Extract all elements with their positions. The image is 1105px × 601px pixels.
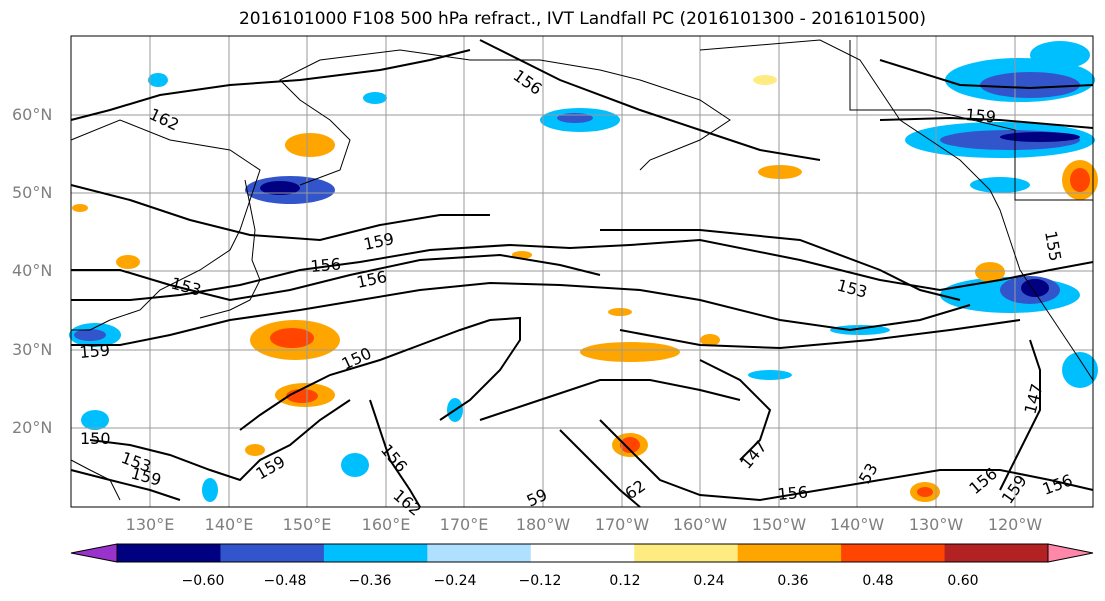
lon-label: 170°E bbox=[439, 515, 489, 534]
map-border bbox=[70, 35, 1094, 508]
contour-label: 62 bbox=[621, 476, 649, 503]
lon-label: 120°W bbox=[987, 515, 1043, 534]
shade-blob bbox=[700, 334, 720, 346]
lat-label: 50°N bbox=[12, 183, 53, 202]
lon-label: 180°W bbox=[515, 515, 571, 534]
contour-label: 156 bbox=[510, 66, 546, 99]
colorbar bbox=[70, 543, 1094, 563]
contour-label: 153 bbox=[169, 274, 203, 300]
colorbar-border bbox=[116, 543, 1049, 563]
shade-blob bbox=[341, 453, 369, 477]
colorbar-segment bbox=[220, 544, 325, 562]
colorbar-tick: −0.24 bbox=[433, 573, 477, 589]
contour-label: 156 bbox=[965, 464, 1001, 498]
contour-label: 159 bbox=[362, 229, 396, 254]
shade-blob bbox=[917, 487, 933, 497]
colorbar-tick: 0.36 bbox=[777, 573, 809, 589]
shade-blob bbox=[116, 255, 140, 269]
shade-blob bbox=[285, 133, 335, 157]
colorbar-tick: −0.60 bbox=[181, 573, 225, 589]
lon-label: 170°W bbox=[594, 515, 650, 534]
contour-label: 147 bbox=[1021, 382, 1047, 416]
shade-blob bbox=[260, 181, 300, 195]
lon-label: 150°W bbox=[751, 515, 807, 534]
shade-blob bbox=[1070, 168, 1090, 192]
shade-blob bbox=[81, 410, 109, 430]
shade-blob bbox=[148, 73, 168, 87]
shade-blob bbox=[72, 204, 88, 212]
shade-blob bbox=[1000, 132, 1080, 142]
contour-lines bbox=[70, 39, 1094, 508]
shade-blob bbox=[758, 165, 802, 179]
colorbar-segment bbox=[117, 544, 221, 562]
contour-label: 150 bbox=[339, 343, 375, 373]
colorbar-segment bbox=[737, 544, 842, 562]
lat-label: 20°N bbox=[12, 418, 53, 437]
lon-label: 140°W bbox=[829, 515, 885, 534]
colorbar-tick: −0.12 bbox=[518, 573, 562, 589]
contour-label: 159 bbox=[79, 340, 111, 362]
shade-blob bbox=[74, 329, 106, 341]
shade-blob bbox=[748, 370, 792, 380]
lat-label: 60°N bbox=[12, 105, 53, 124]
contour-label: 162 bbox=[146, 104, 182, 134]
lon-label: 160°W bbox=[672, 515, 728, 534]
shade-blob bbox=[608, 308, 632, 316]
lon-label: 150°E bbox=[282, 515, 332, 534]
contour-label: 156 bbox=[355, 267, 389, 292]
contour-label: 156 bbox=[777, 482, 809, 504]
contour-label: 59 bbox=[524, 485, 550, 511]
contour-label: 159 bbox=[998, 471, 1031, 507]
contour-label: 156 bbox=[310, 254, 342, 276]
lon-label: 130°W bbox=[908, 515, 964, 534]
contour-label: 159 bbox=[965, 105, 997, 127]
shade-blob bbox=[580, 342, 680, 362]
lat-label: 40°N bbox=[12, 261, 53, 280]
contour-label: 53 bbox=[855, 460, 882, 487]
contour-label: 159 bbox=[253, 452, 289, 484]
colorbar-segment bbox=[944, 544, 1049, 562]
negative-shading bbox=[69, 41, 1098, 502]
contour-label: 153 bbox=[835, 276, 869, 302]
colorbar-segment bbox=[530, 544, 635, 562]
colorbar-segment bbox=[634, 544, 739, 562]
contour-label: 150 bbox=[80, 429, 111, 448]
map-title: 2016101000 F108 500 hPa refract., IVT La… bbox=[238, 9, 926, 29]
shade-blob bbox=[202, 478, 218, 502]
shade-blob bbox=[980, 72, 1080, 98]
colorbar-tick: −0.48 bbox=[263, 573, 307, 589]
lon-label: 160°E bbox=[361, 515, 411, 534]
colorbar-tick: 0.60 bbox=[947, 573, 979, 589]
shade-blob bbox=[753, 75, 777, 85]
colorbar-segment bbox=[323, 544, 428, 562]
contour-label: 156 bbox=[377, 440, 411, 476]
colorbar-tick: 0.12 bbox=[609, 573, 641, 589]
contour-label: 147 bbox=[737, 437, 771, 473]
shade-blob bbox=[363, 92, 387, 104]
shade-blob bbox=[1062, 352, 1098, 388]
shade-blob bbox=[245, 444, 265, 456]
contour-label: 156 bbox=[1040, 470, 1075, 498]
colorbar-tick: 0.24 bbox=[693, 573, 725, 589]
lon-label: 140°E bbox=[204, 515, 254, 534]
shade-blob bbox=[830, 325, 890, 335]
shade-blob bbox=[975, 262, 1005, 282]
contour-label: 159 bbox=[129, 464, 163, 490]
shade-blob bbox=[1030, 41, 1090, 69]
colorbar-segment bbox=[427, 544, 532, 562]
lon-label: 130°E bbox=[125, 515, 175, 534]
shade-blob bbox=[620, 437, 640, 453]
colorbar-segment bbox=[841, 544, 946, 562]
colorbar-tick: 0.48 bbox=[862, 573, 894, 589]
shade-blob bbox=[270, 328, 314, 348]
contour-label: 155 bbox=[1041, 229, 1065, 262]
colorbar-tick: −0.36 bbox=[348, 573, 392, 589]
contour-label: 162 bbox=[389, 486, 425, 520]
coastlines bbox=[70, 39, 1094, 501]
shade-blob bbox=[1021, 279, 1049, 297]
lat-label: 30°N bbox=[12, 340, 53, 359]
